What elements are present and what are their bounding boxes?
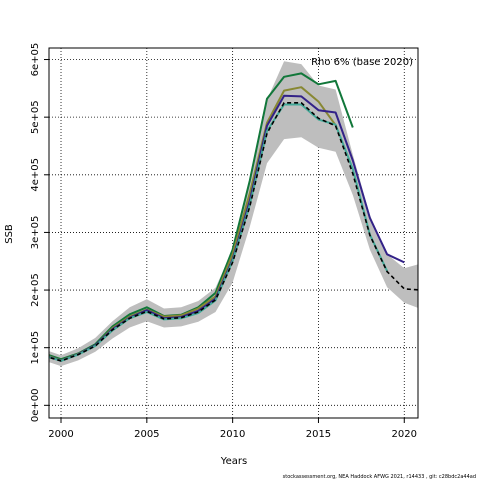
x-tick-label: 2020 — [392, 429, 417, 440]
x-tick-label: 2010 — [220, 429, 245, 440]
footer-credit: stockassessment.org, NEA Haddock AFWG 20… — [283, 474, 476, 480]
y-tick-label: 4e+05 — [30, 158, 41, 192]
y-axis: 0e+00 1e+05 2e+05 3e+05 4e+05 5e+05 6e+05 — [30, 43, 49, 422]
y-tick-label: 2e+05 — [30, 273, 41, 307]
plot-frame — [48, 47, 419, 419]
x-axis: 2000 2005 2010 2015 2020 — [48, 418, 417, 440]
y-tick-label: 3e+05 — [30, 216, 41, 250]
x-tick-label: 2015 — [306, 429, 331, 440]
y-tick-label: 6e+05 — [30, 43, 41, 77]
chart-annotation: Rho 6% (base 2020) — [311, 57, 413, 68]
base-line — [49, 102, 418, 362]
y-tick-label: 5e+05 — [30, 100, 41, 134]
x-axis-title: Years — [220, 456, 247, 467]
y-axis-title: SSB — [4, 224, 15, 244]
y-tick-label: 1e+05 — [30, 331, 41, 365]
y-tick-label: 0e+00 — [30, 389, 41, 423]
ci-band-area — [49, 61, 418, 367]
base-series-line — [49, 102, 418, 362]
confidence-band — [49, 61, 418, 367]
x-tick-label: 2005 — [134, 429, 159, 440]
x-tick-label: 2000 — [48, 429, 73, 440]
